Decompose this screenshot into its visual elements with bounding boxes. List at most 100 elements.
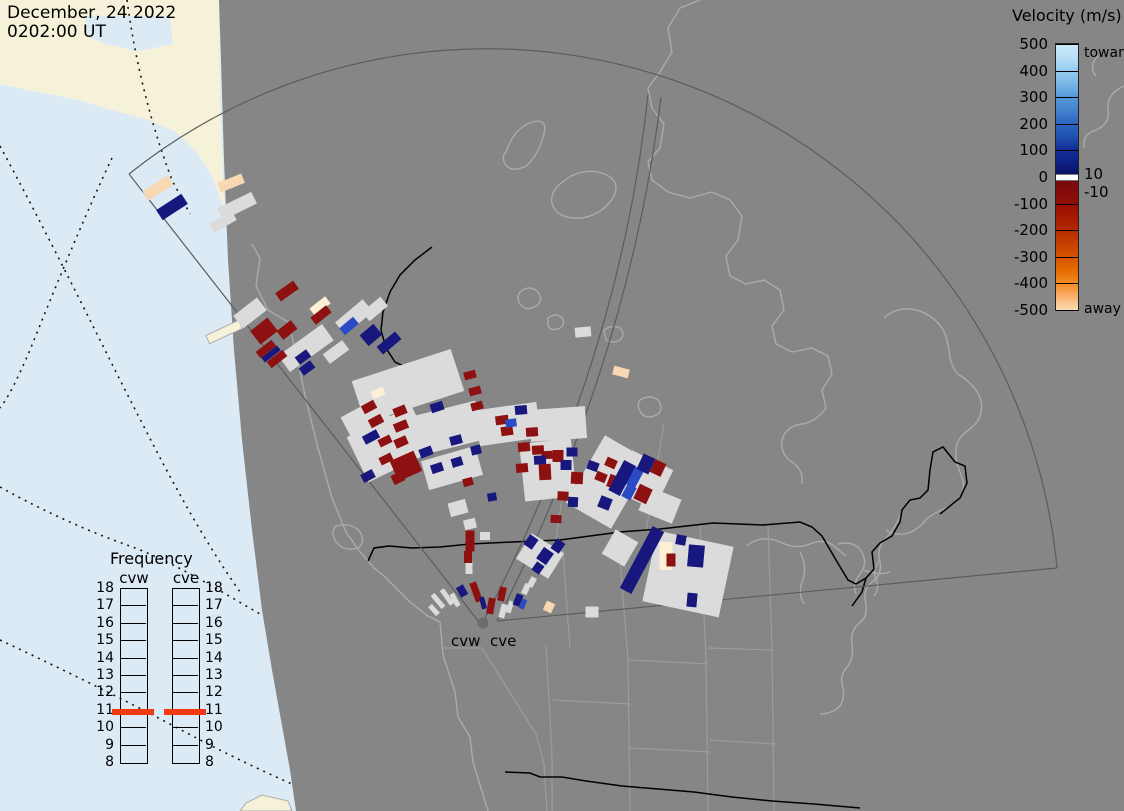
scatter-cell-red	[570, 471, 584, 485]
scatter-cell-navy	[536, 546, 554, 566]
scatter-cell-red	[517, 441, 531, 453]
scatter-cell-navy	[687, 544, 705, 568]
scatter-cell-red	[500, 425, 514, 437]
scatter-cell-gs	[447, 498, 469, 518]
colorbar-segment	[1056, 180, 1078, 310]
frequency-ladder-cve	[172, 588, 200, 764]
scatter-cell-red	[550, 514, 562, 524]
scatter-cell-gs	[465, 562, 473, 574]
colorbar-boundary	[1056, 70, 1078, 72]
scatter-cell-red	[497, 586, 507, 602]
scatter-cell-navy	[479, 596, 487, 610]
frequency-tick	[172, 692, 198, 694]
colorbar-boundary	[1056, 230, 1078, 232]
frequency-tick-label: 8	[105, 754, 114, 770]
frequency-tick	[172, 622, 198, 624]
scatter-cell-blue	[624, 465, 644, 489]
frequency-tick-label: 11	[96, 701, 114, 718]
scatter-cell-gs	[449, 592, 461, 608]
scatter-cell-red	[649, 459, 667, 477]
scatter-cell-navy	[486, 492, 498, 502]
scatter-cell-navy	[429, 461, 445, 475]
scatter-cell-navy	[531, 561, 545, 575]
frequency-tick-label: 11	[205, 701, 223, 718]
frequency-tick	[120, 657, 146, 659]
scatter-cell-red	[310, 305, 332, 325]
frequency-column-label-cve: cve	[172, 569, 200, 587]
frequency-tick	[120, 640, 146, 642]
frequency-tick-label: 16	[205, 614, 223, 631]
frequency-tick-label: 16	[96, 614, 114, 631]
scatter-cell-gs	[498, 603, 508, 619]
scatter-cell-navy	[261, 345, 281, 363]
scatter-cell-navy	[566, 447, 578, 457]
scatter-cell-red	[604, 456, 618, 470]
frequency-column-label-cvw: cvw	[119, 569, 149, 587]
scatter-cell-navy	[450, 456, 464, 468]
frequency-tick-label: 12	[96, 684, 114, 701]
scatter-cell-navy	[156, 193, 188, 221]
colorbar-segment	[1056, 44, 1078, 174]
scatter-cell-gs	[527, 576, 537, 588]
scatter-cell-red	[486, 597, 496, 615]
radar-label-cvw: cvw	[451, 632, 481, 650]
scatter-cell-blue	[621, 483, 637, 501]
frequency-tick	[120, 692, 146, 694]
scatter-cell-navy	[550, 538, 566, 554]
frequency-tick-label: 14	[96, 649, 114, 666]
scatter-cell-red	[465, 530, 475, 552]
frequency-current-marker-cve	[164, 709, 206, 716]
velocity-tick-label: 500	[1019, 35, 1048, 53]
colorbar-boundary	[1056, 310, 1078, 311]
colorbar-boundary	[1056, 203, 1078, 205]
scatter-cell-navy	[567, 496, 579, 508]
scatter-cell-red	[469, 581, 483, 603]
frequency-panel-title: Frequency	[110, 549, 193, 568]
scatter-cell-navy	[533, 455, 547, 465]
frequency-tick	[120, 744, 146, 746]
velocity-threshold-label: 10	[1084, 165, 1104, 183]
velocity-threshold-label: -10	[1084, 183, 1109, 201]
colorbar-zero-band-edge	[1056, 180, 1078, 181]
frequency-tick-label: 10	[96, 719, 114, 736]
scatter-cell-navy	[361, 429, 381, 445]
scatter-cell-gs	[462, 517, 478, 531]
scatter-cell-red	[525, 427, 539, 437]
colorbar-boundary	[1056, 123, 1078, 125]
scatter-cell-navy	[597, 495, 613, 511]
scatter-cell-red	[594, 470, 608, 484]
scatter-cell-red	[360, 399, 378, 415]
land-alaska	[0, 0, 224, 208]
scatter-cell-red	[633, 483, 653, 505]
frequency-tick-label: 13	[96, 667, 114, 683]
scatter-cell-blue	[518, 598, 528, 610]
frequency-tick-label: 18	[205, 580, 223, 596]
scatter-cell-navy	[514, 404, 528, 416]
timestamp-block: December, 24 2022 0202:00 UT	[7, 4, 176, 42]
frequency-tick-label: 12	[205, 684, 223, 701]
colorbar-boundary	[1056, 283, 1078, 285]
time-text: 0202:00 UT	[7, 22, 106, 42]
scatter-cells-layer	[142, 173, 734, 619]
away-label: away	[1084, 301, 1121, 317]
scatter-cell-red	[393, 435, 409, 449]
frequency-tick-label: 9	[105, 736, 114, 753]
scatter-cell-gs	[322, 340, 350, 364]
coastlines	[251, 0, 1124, 811]
scatter-cell-navy	[586, 459, 600, 473]
scatter-cell-navy	[675, 534, 687, 546]
scatter-cell-gs	[217, 191, 257, 221]
colorbar-boundary	[1056, 150, 1078, 152]
scatter-cell-peach	[542, 600, 556, 614]
scatter-cell-gs	[233, 297, 267, 329]
velocity-tick-label: -500	[1013, 301, 1048, 319]
frequency-tick	[172, 640, 198, 642]
frequency-ladder-cvw	[120, 588, 148, 764]
scatter-cell-red	[531, 445, 545, 455]
frequency-tick-label: 13	[205, 667, 223, 683]
scatter-cell-blue	[339, 316, 359, 336]
scatter-cell-gs	[411, 400, 485, 456]
scatter-cell-red	[250, 317, 278, 345]
scatter-cell-red	[378, 452, 394, 466]
